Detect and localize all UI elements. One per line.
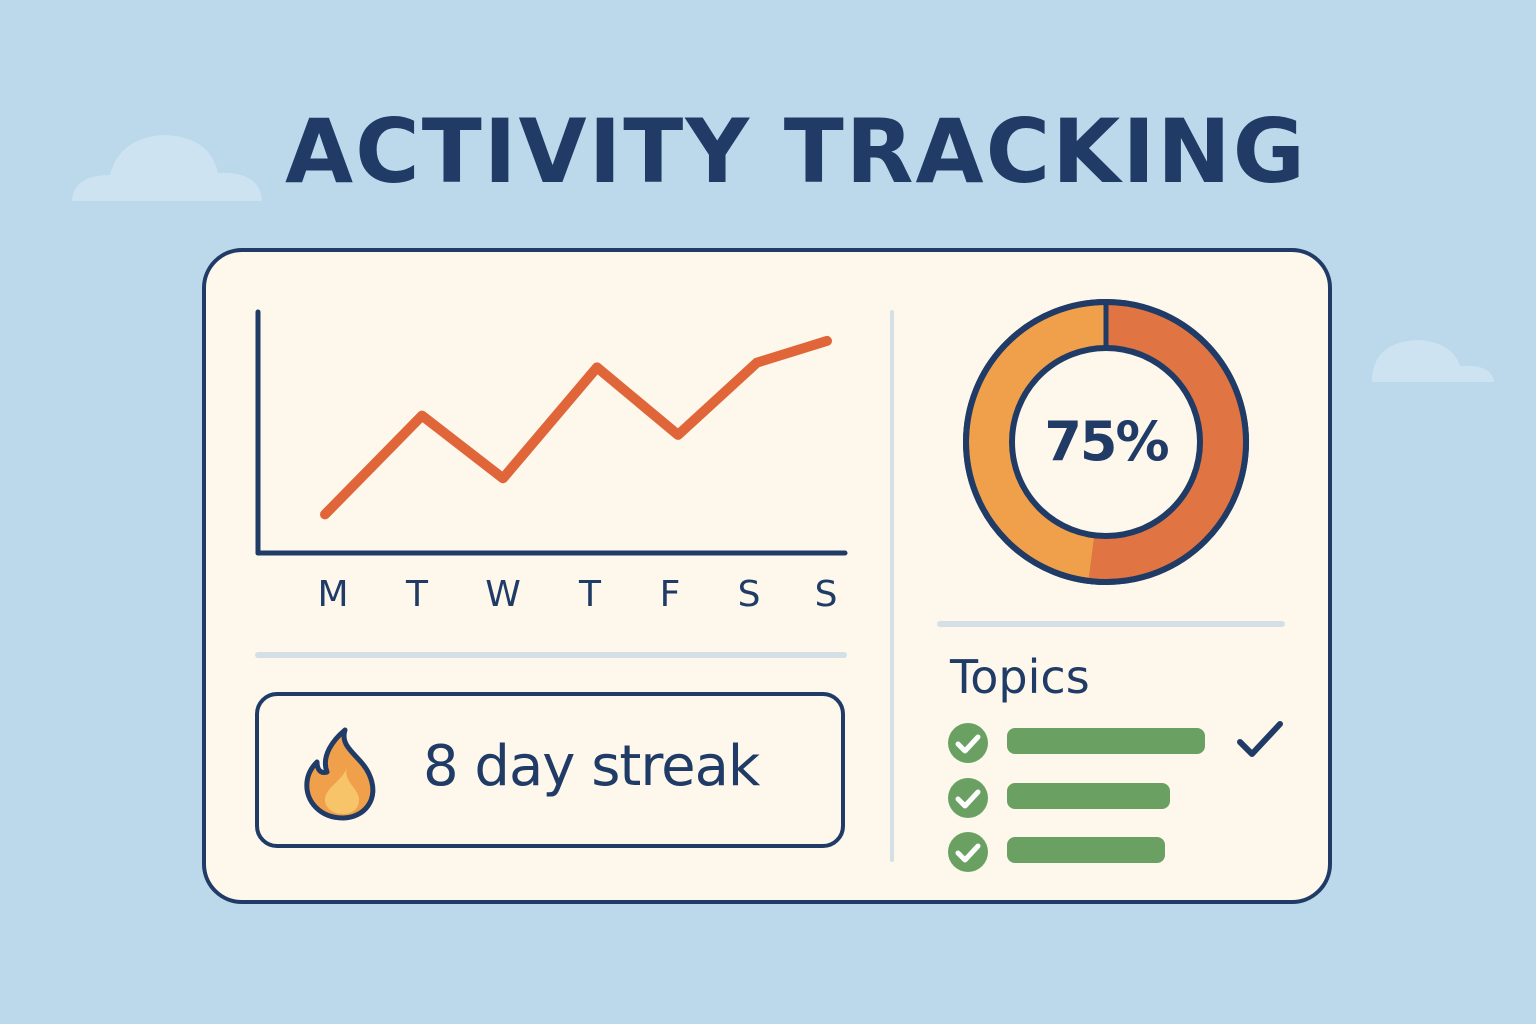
cloud-left-icon — [72, 135, 262, 201]
day-label-tue: T — [406, 574, 428, 615]
fire-icon — [304, 727, 376, 821]
progress-donut — [963, 299, 1249, 585]
page-title: ACTIVITY TRACKING — [285, 100, 1307, 203]
streak-badge: 8 day streak — [255, 692, 845, 848]
topic-bar — [1007, 837, 1165, 863]
day-label-wed: W — [485, 574, 521, 615]
progress-percent: 75% — [1044, 410, 1169, 473]
day-label-sat: S — [737, 574, 761, 615]
topic-bar — [1007, 783, 1170, 809]
streak-label: 8 day streak — [423, 734, 760, 799]
day-label-fri: F — [659, 574, 681, 615]
cloud-right-icon — [1372, 340, 1494, 382]
check-circle-icon — [948, 778, 988, 818]
topics-title: Topics — [950, 650, 1090, 704]
checkmark-icon — [1237, 721, 1283, 757]
day-label-thu: T — [579, 574, 601, 615]
right-divider — [937, 621, 1285, 627]
check-circle-icon — [948, 832, 988, 872]
left-divider — [255, 652, 847, 658]
topic-bar — [1007, 728, 1205, 754]
day-label-sun: S — [814, 574, 838, 615]
day-label-mon: M — [317, 574, 349, 615]
vertical-divider — [890, 310, 894, 862]
check-circle-icon — [948, 723, 988, 763]
